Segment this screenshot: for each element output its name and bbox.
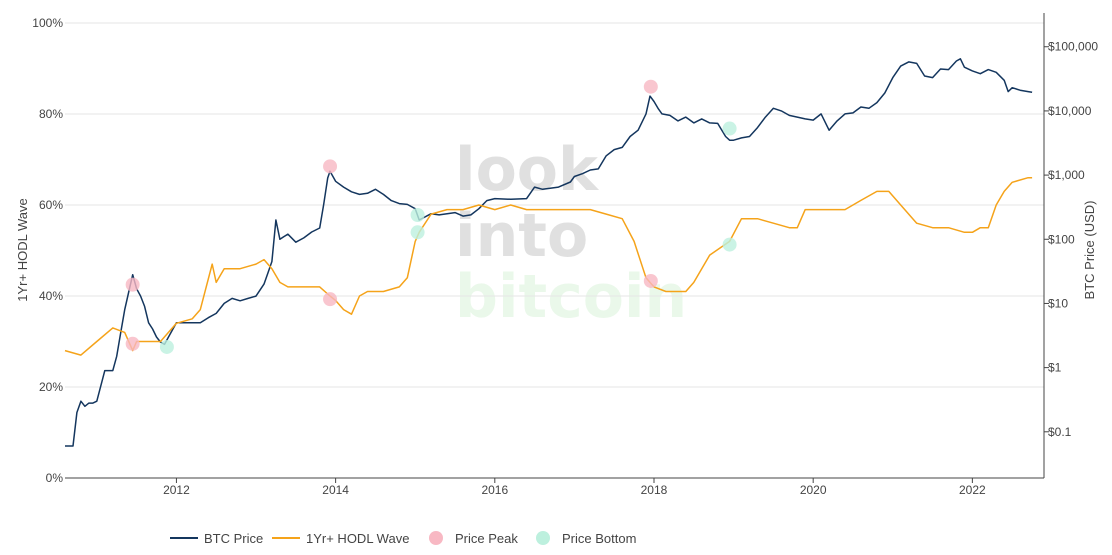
legend-label-bottom: Price Bottom <box>562 531 636 546</box>
legend-label-btc: BTC Price <box>204 531 263 546</box>
y-left-tick-1: 20% <box>39 380 63 394</box>
watermark-look: look <box>455 135 600 205</box>
y-left-tick-3: 60% <box>39 198 63 212</box>
price-bottom-marker-4 <box>722 237 737 252</box>
legend-label-peak: Price Peak <box>455 531 518 546</box>
price-peak-marker-0 <box>125 277 140 292</box>
price-bottom-marker-0 <box>159 339 174 354</box>
x-tick-2: 2016 <box>481 483 508 497</box>
axes <box>65 13 1049 483</box>
price-peak-marker-4 <box>643 79 658 94</box>
gridlines <box>65 22 1044 388</box>
price-bottom-marker-3 <box>722 121 737 136</box>
y-left-tick-5: 100% <box>32 16 63 30</box>
marker-layer <box>125 79 737 354</box>
x-tick-3: 2018 <box>641 483 668 497</box>
y-left-tick-4: 80% <box>39 107 63 121</box>
series-line-hodl-wave <box>64 176 1033 356</box>
y-left-title: 1Yr+ HODL Wave <box>15 198 30 301</box>
y-right-title: BTC Price (USD) <box>1082 201 1097 300</box>
legend[interactable]: BTC Price 1Yr+ HODL Wave Price Peak Pric… <box>170 531 636 546</box>
x-tick-4: 2020 <box>800 483 827 497</box>
legend-swatch-peak <box>429 531 443 545</box>
y-right-tick-6: $100,000 <box>1048 40 1098 54</box>
price-bottom-marker-2 <box>410 225 425 240</box>
price-bottom-marker-1 <box>410 208 425 223</box>
x-tick-0: 2012 <box>163 483 190 497</box>
legend-item-btc[interactable]: BTC Price <box>170 531 263 546</box>
tick-labels: 0% 20% 40% 60% 80% 100% $0.1 $1 $10 $100 $1,000 $10… <box>32 16 1098 497</box>
y-right-tick-5: $10,000 <box>1048 104 1092 118</box>
watermark-into: into <box>455 201 588 271</box>
legend-item-hodl[interactable]: 1Yr+ HODL Wave <box>272 531 409 546</box>
y-right-tick-4: $1,000 <box>1048 168 1085 182</box>
y-right-tick-3: $100 <box>1048 232 1075 246</box>
series-line-btc-price <box>65 58 1033 447</box>
y-right-tick-1: $1 <box>1048 361 1062 375</box>
y-right-tick-2: $10 <box>1048 296 1068 310</box>
legend-item-peak[interactable]: Price Peak <box>429 531 518 546</box>
price-peak-marker-2 <box>323 159 338 174</box>
price-peak-marker-1 <box>125 336 140 351</box>
series-layer <box>64 58 1033 447</box>
watermark-bitcoin: bitcoin <box>455 262 687 332</box>
y-right-tick-0: $0.1 <box>1048 425 1072 439</box>
x-tick-1: 2014 <box>322 483 349 497</box>
legend-item-bottom[interactable]: Price Bottom <box>536 531 636 546</box>
price-peak-marker-3 <box>323 292 338 307</box>
x-tick-5: 2022 <box>959 483 986 497</box>
y-left-tick-2: 40% <box>39 289 63 303</box>
y-left-tick-0: 0% <box>46 471 64 485</box>
price-peak-marker-5 <box>643 273 658 288</box>
legend-swatch-bottom <box>536 531 550 545</box>
legend-label-hodl: 1Yr+ HODL Wave <box>306 531 409 546</box>
watermark: look into bitcoin <box>455 135 687 332</box>
